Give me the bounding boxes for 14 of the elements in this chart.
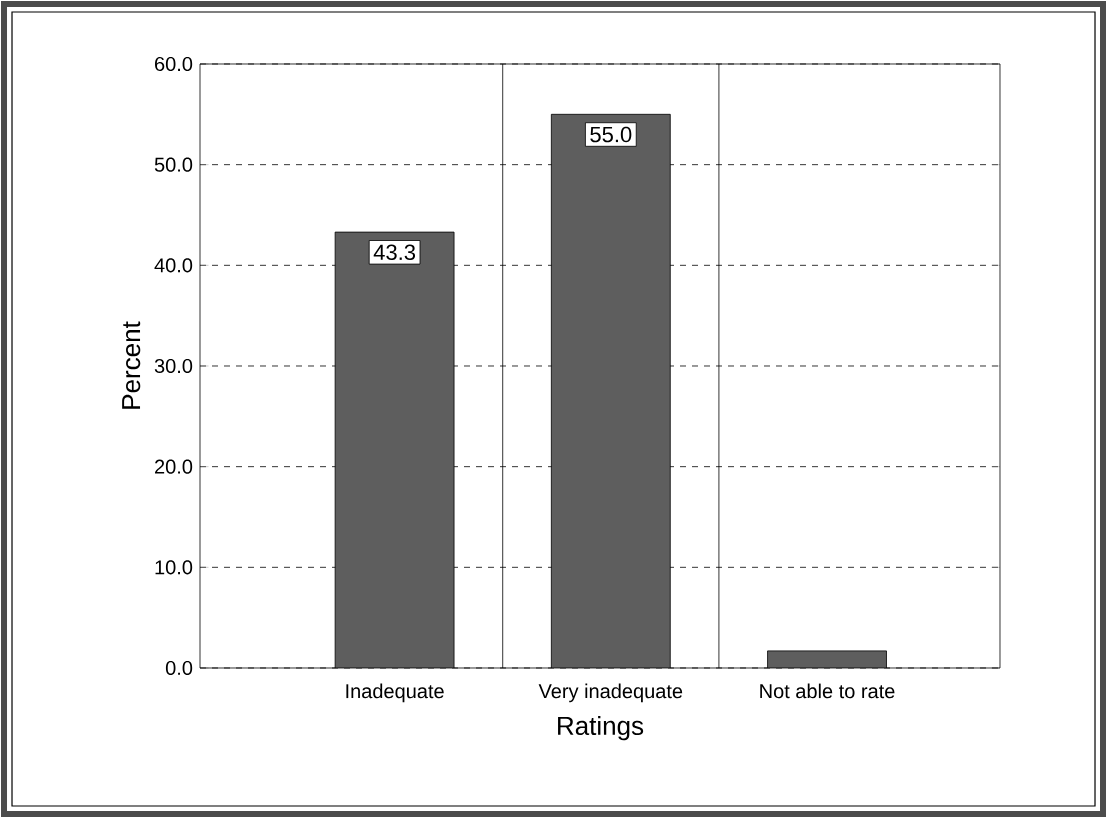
y-tick-label: 60.0 (155, 56, 193, 72)
y-tick-label: 0.0 (165, 660, 193, 676)
y-tick-label: 50.0 (154, 157, 193, 172)
y-tick-label: 20.0 (155, 459, 193, 474)
x-axis-title: Ratings (558, 715, 644, 741)
x-tick-label: Inadequate (346, 683, 444, 703)
y-axis-title: Percent (122, 321, 141, 409)
data-label: 55.0 (590, 126, 632, 143)
x-tick-label: Not able to rate (760, 683, 895, 699)
y-tick-label: 10.0 (155, 560, 193, 575)
data-label: 43.3 (373, 244, 416, 261)
y-tick-label: 40.0 (154, 258, 193, 273)
y-tick-label: 30.0 (154, 358, 193, 374)
x-tick-label: Very inadequate (538, 683, 683, 703)
